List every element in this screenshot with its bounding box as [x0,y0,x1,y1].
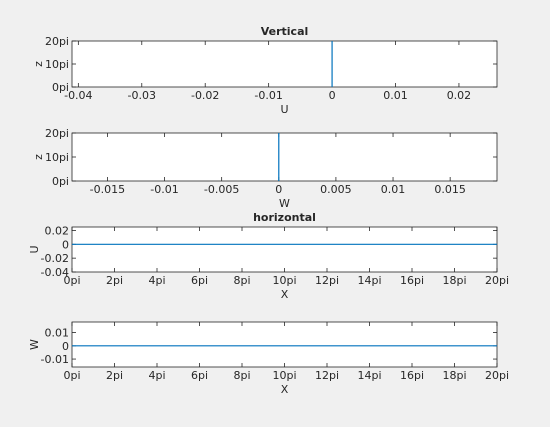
x-tick-label: -0.04 [64,89,92,102]
x-tick-label: 14pi [357,274,381,287]
y-tick-label: 0.01 [45,327,70,340]
x-tick-label: 12pi [315,369,339,382]
plot-area [71,132,498,182]
plot-area [71,226,498,273]
x-tick-label: 2pi [106,274,123,287]
subplot-3: 0pi 2pi 4pi 6pi 8pi 10pi 12pi 14pi 16pi 18pi 20pi 0… [28,211,509,301]
x-tick-label: 6pi [191,369,208,382]
x-axis-label: U [280,103,288,116]
x-tick-label: -0.02 [191,89,219,102]
x-tick-label: 0.01 [383,89,408,102]
x-tick-label: 4pi [148,274,165,287]
x-tick-label: 18pi [442,274,466,287]
x-tick-label: 0 [329,89,336,102]
x-tick-label: 14pi [357,369,381,382]
subplot-4: 0pi 2pi 4pi 6pi 8pi 10pi 12pi 14pi 16pi 18pi 20pi 0… [28,321,509,396]
y-tick-label: 0 [62,340,69,353]
y-tick-label: 0pi [52,81,69,94]
y-tick-label: 0 [62,238,69,251]
x-tick-label: 20pi [485,369,509,382]
y-axis-label: z [32,61,45,67]
x-tick-label: 0pi [63,369,80,382]
y-axis-label: W [28,339,41,350]
y-tick-label: -0.04 [41,266,69,279]
x-tick-label: 20pi [485,274,509,287]
x-tick-label: -0.01 [150,183,178,196]
x-tick-label: 16pi [400,274,424,287]
plot-area [71,40,498,88]
y-tick-label: -0.01 [41,353,69,366]
x-tick-label: 16pi [400,369,424,382]
x-tick-label: 0 [275,183,282,196]
x-tick-label: 18pi [442,369,466,382]
x-axis-label: X [281,288,289,301]
x-tick-label: 0.01 [381,183,406,196]
subplot-1: -0.04 -0.03 -0.02 -0.01 0 0.01 0.02 0pi 10pi 20pi… [32,25,498,116]
y-tick-label: 20pi [45,35,69,48]
x-tick-label: 6pi [191,274,208,287]
x-axis-label: W [279,197,290,210]
x-tick-label: 8pi [233,369,250,382]
x-tick-label: 10pi [272,274,296,287]
subplot-title: Vertical [261,25,309,38]
x-tick-label: 0.02 [447,89,472,102]
subplot-title: horizontal [253,211,316,224]
x-tick-label: 0.015 [434,183,466,196]
x-axis-label: X [281,383,289,396]
x-tick-label: 12pi [315,274,339,287]
y-tick-label: 0.02 [45,224,70,237]
x-tick-label: 4pi [148,369,165,382]
y-tick-label: -0.02 [41,252,69,265]
y-tick-label: 20pi [45,127,69,140]
y-axis-label: z [32,154,45,160]
x-tick-label: -0.015 [90,183,125,196]
x-tick-label: 10pi [272,369,296,382]
y-tick-label: 10pi [45,151,69,164]
x-tick-label: -0.03 [128,89,156,102]
x-tick-label: -0.01 [254,89,282,102]
x-tick-label: 0.005 [320,183,352,196]
plot-area [71,321,498,368]
x-tick-label: -0.005 [204,183,239,196]
subplot-2: -0.015 -0.01 -0.005 0 0.005 0.01 0.015 0pi 10pi 2… [32,127,498,210]
x-tick-label: 0pi [63,274,80,287]
x-tick-label: 2pi [106,369,123,382]
y-axis-label: U [28,245,41,253]
y-tick-label: 10pi [45,58,69,71]
y-tick-label: 0pi [52,175,69,188]
x-tick-label: 8pi [233,274,250,287]
